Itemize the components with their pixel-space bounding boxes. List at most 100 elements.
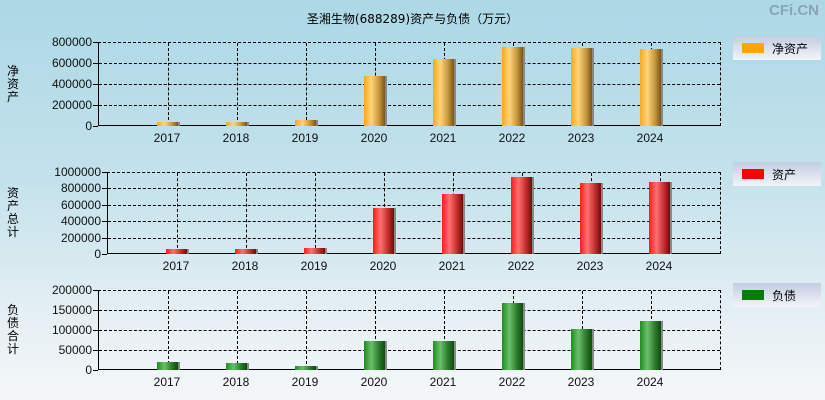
bar-2023[interactable] [580, 182, 601, 254]
y-tick-label: 800000 [51, 35, 92, 49]
y-tick-mark [93, 350, 98, 351]
x-tick-label: 2024 [636, 131, 664, 145]
chart-title: 圣湘生物(688289)资产与负债（万元） [306, 12, 519, 26]
legend-label: 净资产 [772, 41, 809, 56]
gridline-vertical [246, 173, 247, 253]
x-tick-label: 2022 [498, 131, 526, 145]
x-tick-label: 2020 [360, 131, 388, 145]
bar-2018[interactable] [226, 122, 247, 126]
gridline-vertical [306, 43, 307, 125]
legend: 负债 [733, 283, 821, 307]
bar-2023[interactable] [571, 329, 592, 370]
gridline-vertical [444, 291, 445, 369]
x-tick-label: 2021 [429, 375, 457, 389]
y-tick-label: 600000 [60, 197, 101, 212]
x-tick-label: 2017 [153, 131, 181, 145]
bar-2017[interactable] [157, 122, 178, 126]
y-tick-label: 200000 [51, 283, 92, 297]
x-tick-label: 2020 [360, 375, 388, 389]
legend-swatch [742, 290, 764, 300]
x-tick-label: 2023 [576, 259, 604, 273]
y-tick-mark [93, 42, 98, 43]
x-tick-label: 2024 [636, 375, 664, 389]
y-tick-mark [102, 188, 107, 190]
x-tick-label: 2022 [498, 375, 526, 389]
y-tick-mark [93, 310, 98, 311]
y-axis-label: 资产总计 [6, 186, 19, 239]
gridline-vertical [315, 173, 316, 253]
bar-2024[interactable] [649, 182, 670, 254]
y-tick-mark [93, 290, 98, 291]
x-tick-label: 2018 [222, 131, 250, 145]
bar-2018[interactable] [235, 248, 256, 254]
bar-2022[interactable] [502, 303, 523, 370]
legend-label: 资产 [772, 167, 797, 182]
bar-2020[interactable] [364, 76, 385, 126]
gridline-horizontal [99, 84, 720, 85]
x-tick-label: 2018 [222, 375, 250, 389]
bar-2018[interactable] [226, 363, 247, 370]
y-tick-label: 0 [85, 119, 92, 133]
bar-2019[interactable] [295, 366, 316, 370]
bar-2022[interactable] [511, 177, 532, 254]
bar-2017[interactable] [157, 362, 178, 370]
y-tick-mark [102, 204, 107, 206]
gridline-horizontal [108, 204, 720, 206]
bar-2024[interactable] [640, 49, 661, 126]
plot-area [98, 42, 721, 126]
bar-2022[interactable] [502, 47, 523, 126]
bar-2023[interactable] [571, 47, 592, 126]
bar-2021[interactable] [433, 59, 454, 126]
y-tick-label: 0 [94, 247, 101, 261]
gridline-vertical [306, 291, 307, 369]
y-tick-mark [93, 105, 98, 106]
x-tick-label: 2021 [438, 259, 466, 273]
y-tick-label: 200000 [60, 230, 101, 245]
legend-swatch [742, 169, 764, 179]
gridline-horizontal [99, 350, 720, 351]
x-tick-label: 2024 [645, 259, 673, 273]
gridline-vertical [168, 43, 169, 125]
gridline-vertical [237, 291, 238, 369]
y-tick-label: 50000 [58, 343, 92, 357]
bar-2019[interactable] [304, 248, 325, 254]
gridline-vertical [375, 291, 376, 369]
bar-2019[interactable] [295, 120, 316, 126]
x-tick-label: 2022 [507, 259, 535, 273]
bar-2021[interactable] [442, 193, 463, 254]
x-tick-label: 2017 [162, 259, 190, 273]
plot-area [98, 290, 721, 370]
y-tick-mark [93, 126, 98, 127]
y-tick-label: 150000 [51, 303, 92, 317]
y-tick-mark [93, 84, 98, 85]
x-tick-label: 2019 [291, 375, 319, 389]
legend: 资产 [733, 162, 821, 186]
x-tick-label: 2023 [567, 131, 595, 145]
x-tick-label: 2019 [291, 131, 319, 145]
y-axis-label: 净资产 [6, 63, 19, 104]
bar-2021[interactable] [433, 341, 454, 370]
bar-2020[interactable] [373, 207, 394, 254]
legend-swatch [742, 43, 764, 53]
bar-2020[interactable] [364, 341, 385, 370]
y-tick-label: 600000 [51, 56, 92, 70]
gridline-horizontal [99, 63, 720, 64]
y-tick-mark [102, 237, 107, 239]
y-tick-mark [93, 63, 98, 64]
gridline-vertical [177, 173, 178, 253]
legend-label: 负债 [772, 288, 797, 303]
y-tick-label: 800000 [60, 181, 101, 196]
gridline-horizontal [99, 330, 720, 331]
y-tick-mark [93, 330, 98, 331]
bar-2024[interactable] [640, 321, 661, 370]
y-tick-mark [102, 254, 107, 255]
y-tick-label: 400000 [60, 214, 101, 229]
y-tick-label: 200000 [51, 98, 92, 112]
y-tick-mark [93, 370, 98, 371]
y-tick-label: 1000000 [54, 165, 101, 179]
bar-2017[interactable] [166, 248, 187, 254]
y-axis-label: 负债合计 [6, 303, 19, 356]
x-tick-label: 2021 [429, 131, 457, 145]
y-tick-label: 0 [85, 363, 92, 377]
legend: 净资产 [733, 36, 821, 60]
